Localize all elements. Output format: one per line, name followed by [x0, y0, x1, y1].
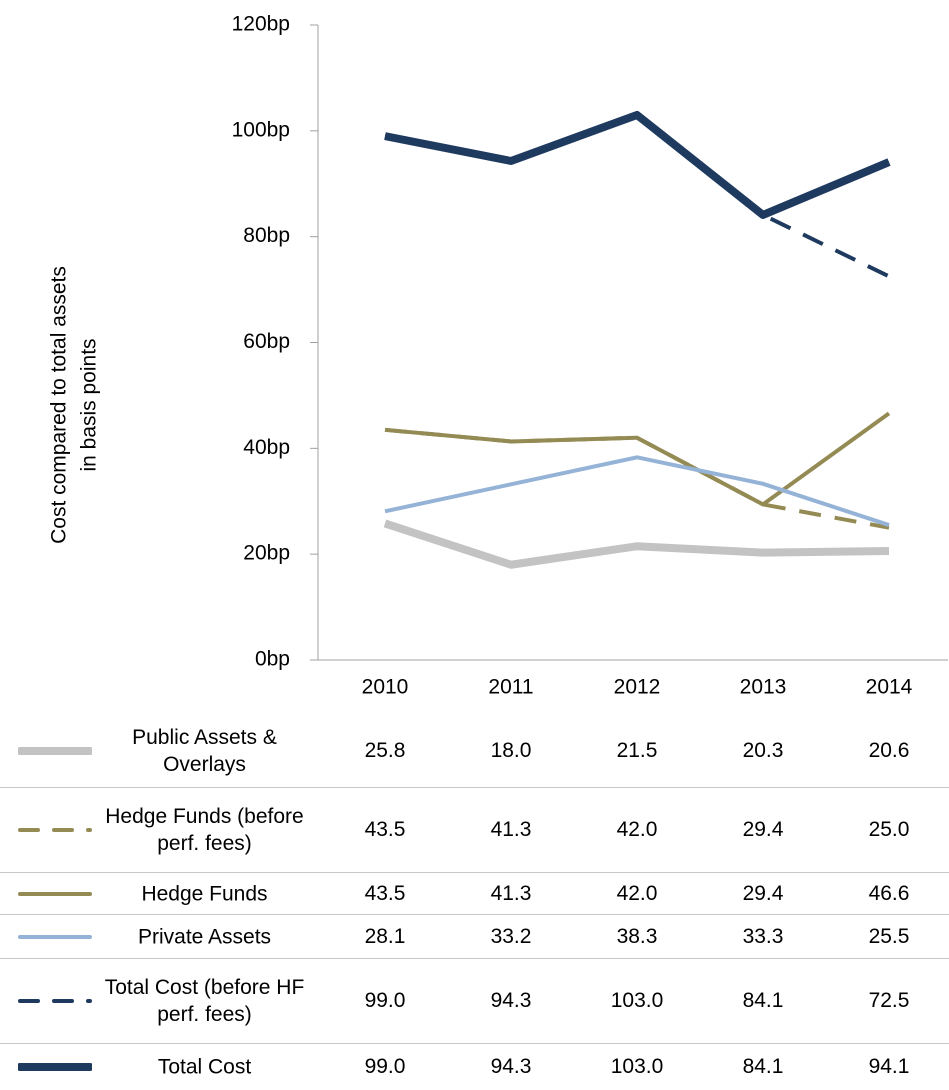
legend-label: Total Cost — [157, 1055, 252, 1079]
legend-swatch — [18, 1063, 92, 1071]
series-line — [384, 455, 890, 527]
y-tick-label: 0bp — [255, 648, 290, 671]
y-axis-label-line: Cost compared to total assets — [48, 266, 71, 544]
series-line — [383, 519, 890, 569]
series-line — [384, 411, 891, 507]
table-value: 25.8 — [364, 739, 406, 762]
table-value: 41.3 — [490, 818, 532, 841]
table-value: 84.1 — [742, 989, 784, 1012]
table-value: 94.3 — [490, 1055, 532, 1078]
x-tick-label: 2014 — [866, 676, 913, 699]
legend-label: Hedge Funds — [141, 882, 268, 905]
legend-swatch — [18, 828, 92, 832]
legend-label: Private Assets — [137, 925, 272, 948]
table-value: 29.4 — [742, 881, 784, 905]
table-value: 28.1 — [364, 924, 406, 948]
y-axis-label: Cost compared to total assets in basis po… — [48, 266, 101, 544]
table-value: 43.5 — [364, 818, 406, 841]
table-row: Public Assets & Overlays 25.8 18.0 21.5 20.3… — [0, 715, 949, 788]
table-row: Private Assets 28.1 33.2 38.3 33.3 25.5 — [0, 915, 949, 959]
table-value: 94.3 — [490, 989, 532, 1012]
y-tick-label: 20bp — [243, 542, 290, 565]
table-value: 21.5 — [616, 739, 658, 762]
legend-swatch — [18, 747, 92, 755]
table-value: 42.0 — [616, 881, 658, 905]
table-value: 94.1 — [868, 1055, 910, 1078]
chart: 0bp 20bp 40bp 60bp 80bp 100bp 120bp Cost compar… — [48, 13, 948, 699]
x-tick-label: 2013 — [740, 676, 787, 699]
table-value: 20.3 — [742, 739, 784, 762]
legend-swatch — [18, 891, 92, 896]
table-value: 29.4 — [742, 818, 784, 841]
legend-label: Public Assets & Overlays — [132, 726, 277, 776]
table-value: 18.0 — [490, 739, 532, 762]
y-tick-label: 40bp — [243, 436, 290, 459]
table-value: 84.1 — [742, 1055, 784, 1078]
table-value: 25.5 — [868, 924, 910, 948]
table-value: 33.3 — [742, 924, 784, 948]
legend-label: Total Cost (before HF perf. fees) — [104, 976, 305, 1026]
table-value: 72.5 — [868, 989, 910, 1012]
table-value: 25.0 — [868, 818, 910, 841]
data-table: Public Assets & Overlays 25.8 18.0 21.5 20.3… — [0, 715, 949, 1090]
legend-label: Hedge Funds (before perf. fees) — [105, 805, 304, 855]
table-row: Hedge Funds (before perf. fees) 43.5 41.3 4… — [0, 788, 949, 873]
y-tick-label: 120bp — [232, 13, 290, 36]
table-value: 42.0 — [616, 818, 658, 841]
table-value: 41.3 — [490, 881, 532, 905]
table-row: Hedge Funds 43.5 41.3 42.0 29.4 46.6 — [0, 873, 949, 915]
y-tick-label: 80bp — [243, 224, 290, 247]
table-value: 99.0 — [364, 989, 406, 1012]
series-line — [384, 427, 890, 530]
y-tick-label: 60bp — [243, 330, 290, 353]
table-value: 46.6 — [868, 881, 910, 905]
legend-swatch — [18, 934, 92, 939]
table-row: Total Cost 99.0 94.3 103.0 84.1 94.1 — [0, 1044, 949, 1090]
table-value: 103.0 — [610, 989, 664, 1012]
y-axis-label-line: in basis points — [78, 338, 101, 471]
series-line — [384, 110, 891, 219]
legend-swatch — [18, 999, 92, 1003]
table-value: 99.0 — [364, 1055, 406, 1078]
y-tick-label: 100bp — [232, 118, 290, 141]
x-tick-label: 2011 — [488, 676, 533, 699]
table-value: 43.5 — [364, 881, 406, 905]
table-row: Total Cost (before HF perf. fees) 99.0 94.… — [0, 959, 949, 1044]
x-tick-label: 2010 — [362, 676, 409, 699]
table-value: 33.2 — [490, 924, 532, 948]
table-value: 20.6 — [868, 739, 910, 762]
x-tick-label: 2012 — [614, 676, 661, 699]
table-value: 103.0 — [610, 1055, 664, 1078]
table-value: 38.3 — [616, 924, 658, 948]
